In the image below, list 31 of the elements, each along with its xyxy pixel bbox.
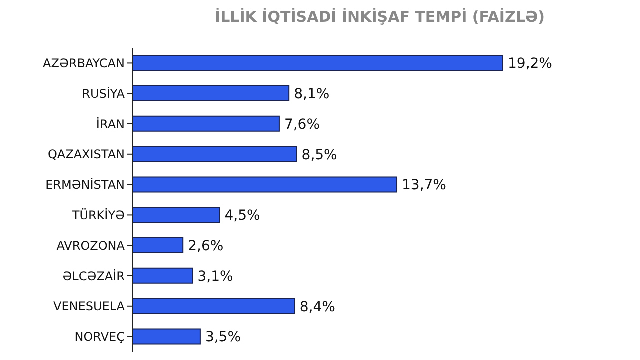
- y-tick-label: NORVEÇ: [74, 330, 125, 344]
- y-tick-label: ERMƏNİSTAN: [46, 178, 125, 192]
- data-label: 13,7%: [402, 178, 446, 194]
- data-label: 8,4%: [300, 299, 336, 316]
- bar: [132, 238, 184, 254]
- bar: [132, 176, 398, 193]
- bar: [132, 207, 220, 224]
- data-label: 2,6%: [188, 238, 224, 254]
- y-tick-label: TÜRKİYƏ: [71, 208, 125, 222]
- y-tick-label: ƏLCƏZAİR: [62, 269, 125, 284]
- data-label: 4,5%: [224, 208, 260, 224]
- y-tick-label: RUSİYA: [82, 86, 126, 101]
- bar: [132, 116, 280, 132]
- y-tick-label: İRAN: [96, 117, 125, 132]
- data-label: 3,5%: [205, 330, 242, 346]
- bar: [132, 268, 194, 284]
- y-tick-label: QAZAXISTAN: [48, 148, 125, 162]
- bar: [132, 146, 298, 162]
- y-tick-label: VENESUELA: [53, 300, 126, 314]
- bar: [132, 86, 290, 102]
- y-tick-label: AVROZONA: [56, 238, 126, 253]
- chart-title: İLLİK İQTİSADİ İNKİŞAF TEMPİ (FAİZLƏ): [214, 8, 546, 28]
- data-label: 8,1%: [294, 86, 330, 102]
- data-label: 7,6%: [284, 116, 320, 133]
- bar: [132, 55, 504, 72]
- bar: [132, 328, 201, 345]
- data-label: 3,1%: [198, 268, 234, 285]
- bar: [132, 298, 296, 314]
- data-label: 19,2%: [508, 56, 552, 72]
- data-label: 8,5%: [302, 147, 338, 164]
- y-tick-label: AZƏRBAYCAN: [43, 56, 125, 70]
